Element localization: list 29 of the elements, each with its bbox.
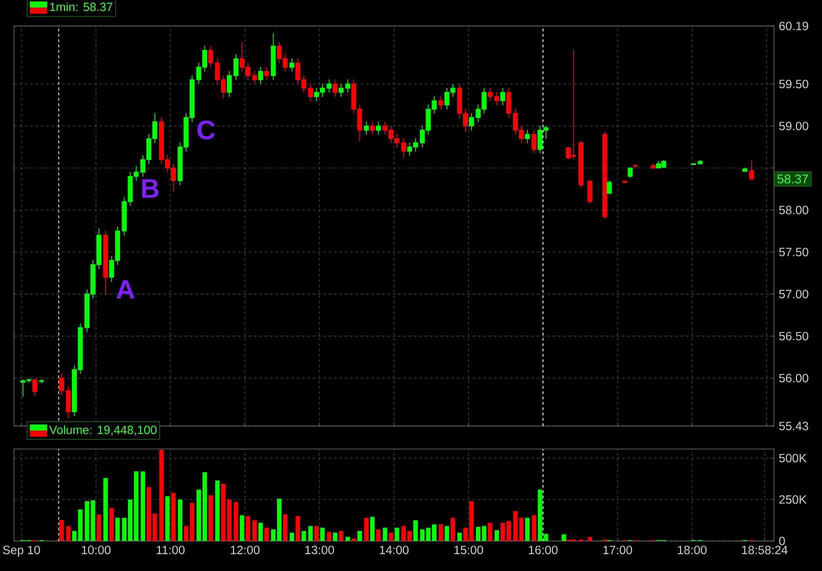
chart-title: 1min: 58.37 bbox=[50, 2, 112, 12]
x-tick-label: 15:00 bbox=[454, 546, 484, 554]
y-tick-label: 58.00 bbox=[779, 206, 808, 214]
x-tick-label: 17:00 bbox=[603, 546, 632, 554]
x-tick-label: Sep 10 bbox=[2, 546, 40, 557]
y-tick-label: 57.50 bbox=[779, 248, 808, 256]
x-tick-label: 18:00 bbox=[678, 546, 707, 554]
y-tick-label: 0 bbox=[779, 536, 785, 546]
y-tick-label: 60.19 bbox=[779, 22, 808, 30]
annotation: C bbox=[197, 120, 215, 140]
annotation: 58.37 bbox=[777, 174, 808, 184]
x-tick-label: 10:00 bbox=[82, 546, 111, 554]
x-tick-label: 18:58:24 bbox=[742, 546, 788, 554]
x-tick-label: 16:00 bbox=[528, 546, 558, 554]
y-tick-label: 59.00 bbox=[779, 122, 808, 130]
annotation: A bbox=[116, 280, 134, 299]
annotation: B bbox=[142, 179, 159, 198]
y-tick-label: 250K bbox=[779, 495, 807, 504]
y-tick-label: 56.00 bbox=[779, 374, 808, 382]
y-tick-label: 56.50 bbox=[779, 332, 808, 340]
x-tick-label: 13:00 bbox=[305, 546, 334, 554]
x-tick-label: 14:00 bbox=[380, 546, 409, 554]
y-tick-label: 500K bbox=[779, 454, 807, 462]
y-tick-label: 55.43 bbox=[779, 422, 808, 430]
x-tick-label: 11:00 bbox=[156, 546, 185, 554]
chart-title: Volume: 19,448,100 bbox=[49, 425, 157, 436]
x-tick-label: 12:00 bbox=[230, 546, 260, 554]
y-tick-label: 59.50 bbox=[779, 80, 808, 88]
y-tick-label: 57.00 bbox=[779, 290, 808, 298]
